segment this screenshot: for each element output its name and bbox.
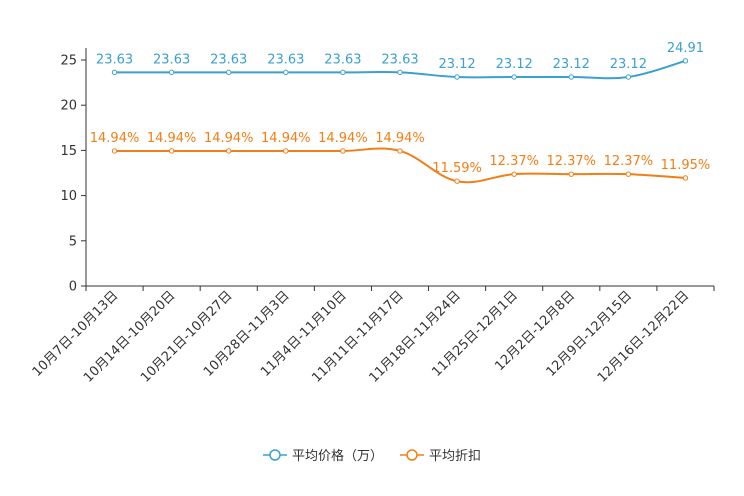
data-point (168, 148, 175, 154)
legend-label: 平均折扣 (429, 449, 481, 464)
series-2: 14.94% 14.94% 14.94% 14.94% 14.94% 14.94% 11.5… (90, 131, 711, 184)
legend-label: 平均价格（万） (292, 448, 383, 464)
data-point (511, 74, 517, 80)
data-point (568, 171, 574, 177)
data-label: 23.63 (96, 52, 133, 67)
data-point (568, 74, 574, 80)
data-point (397, 148, 403, 154)
data-label: 12.37% (604, 154, 654, 169)
data-label: 23.12 (553, 57, 590, 72)
data-point (340, 69, 346, 76)
legend-marker-icon (406, 449, 418, 461)
data-point (226, 148, 232, 154)
data-label: 23.63 (267, 52, 304, 67)
data-label: 24.91 (667, 41, 704, 56)
y-tick-label: 25 (60, 54, 77, 69)
data-point (454, 74, 460, 80)
data-label: 14.94% (147, 131, 197, 146)
data-label: 11.59% (432, 161, 482, 176)
data-point (625, 74, 632, 80)
data-point (511, 171, 517, 177)
data-point (226, 69, 232, 76)
data-point (283, 148, 289, 154)
data-label: 14.94% (90, 131, 140, 146)
data-point (111, 148, 118, 154)
y-tick-label: 0 (69, 280, 77, 295)
data-label: 23.63 (210, 52, 247, 67)
data-point (111, 69, 118, 76)
data-point (168, 69, 175, 76)
data-point (454, 178, 460, 184)
y-tick-label: 20 (60, 99, 77, 114)
data-label: 14.94% (261, 131, 311, 146)
data-label: 14.94% (318, 131, 368, 146)
legend-item-2: 平均折扣 (400, 449, 481, 464)
data-point (682, 58, 689, 64)
data-label: 14.94% (375, 131, 425, 146)
legend-marker-icon (269, 449, 281, 461)
data-label: 23.63 (153, 52, 190, 67)
data-label: 23.12 (438, 57, 475, 72)
data-label: 14.94% (204, 131, 254, 146)
data-label: 12.37% (489, 154, 539, 169)
legend: 平均价格（万） 平均折扣 (263, 448, 481, 464)
y-tick-label: 10 (60, 189, 77, 204)
data-label: 11.95% (661, 158, 711, 173)
data-label: 23.12 (496, 57, 533, 72)
data-label: 23.63 (381, 52, 418, 67)
chart-axes: 051015202510月7日-10月13日10月14日-10月20日10月21… (30, 48, 715, 386)
data-point (340, 148, 346, 154)
data-point (682, 175, 689, 181)
data-point (397, 69, 403, 76)
y-tick-label: 15 (60, 144, 77, 159)
legend-item-1: 平均价格（万） (263, 448, 383, 464)
data-label: 23.63 (324, 52, 361, 67)
y-tick-label: 5 (69, 234, 77, 249)
series-1: 23.63 23.63 23.63 23.63 23.63 23.63 23.12 23.12… (96, 41, 704, 80)
data-label: 12.37% (546, 154, 596, 169)
data-point (625, 171, 632, 177)
data-label: 23.12 (610, 57, 647, 72)
data-point (283, 69, 289, 76)
series-layer: 23.63 23.63 23.63 23.63 23.63 23.63 23.12 23.12… (90, 41, 710, 184)
